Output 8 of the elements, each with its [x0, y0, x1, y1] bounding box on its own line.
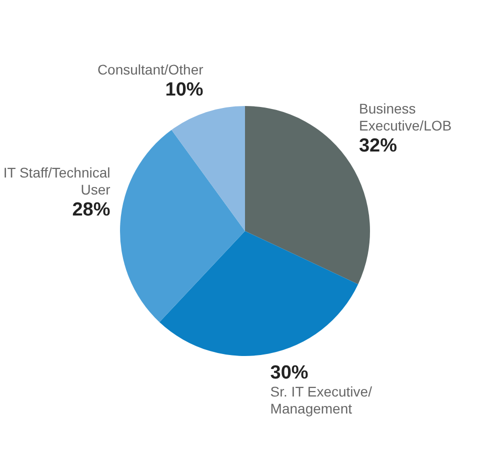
data-label: 28% — [72, 199, 110, 220]
slice-label: IT Staff/Technical User — [3, 164, 111, 198]
slice-label: Consultant/Other — [97, 61, 204, 78]
data-label: 10% — [165, 79, 204, 100]
slice-label: Sr. IT Executive/Management — [270, 383, 372, 416]
data-label: 32% — [358, 135, 398, 156]
data-label: 30% — [270, 362, 308, 384]
slice-label: Business Executive/LOB — [358, 100, 452, 134]
